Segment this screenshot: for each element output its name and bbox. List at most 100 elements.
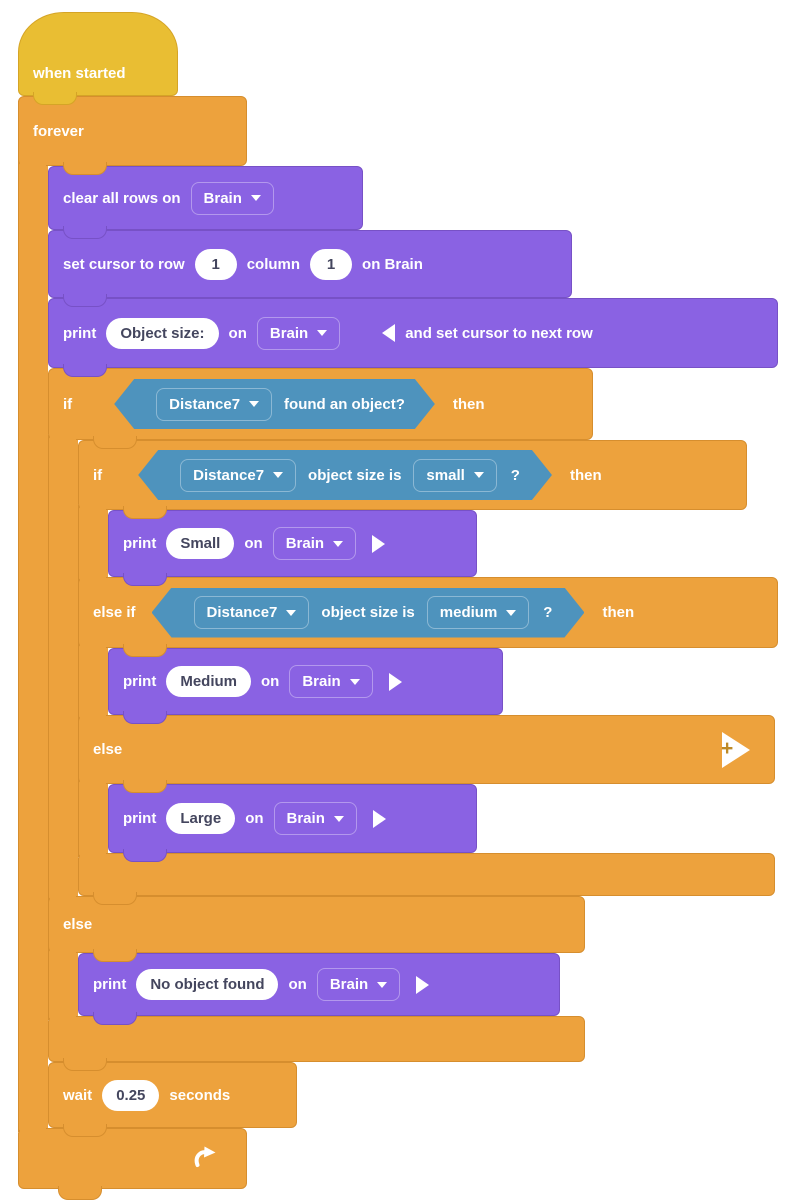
sensor-dropdown[interactable]: Distance7 bbox=[156, 388, 272, 421]
column-number-input[interactable]: 1 bbox=[310, 248, 353, 280]
set-cursor-block[interactable]: set cursor to row 1 column 1 on Brain bbox=[48, 230, 572, 307]
device-dropdown[interactable]: Brain bbox=[273, 802, 357, 835]
size-dropdown[interactable]: medium bbox=[427, 596, 530, 629]
device-dropdown-value: Brain bbox=[302, 673, 341, 690]
block-connector-bump bbox=[93, 436, 137, 449]
device-dropdown[interactable]: Brain bbox=[190, 181, 274, 215]
wait-block[interactable]: wait 0.25 seconds bbox=[48, 1062, 297, 1137]
block-connector-bump bbox=[63, 1124, 107, 1137]
print-not-found-block[interactable]: print No object found on Brain bbox=[78, 953, 560, 1025]
add-branch-triangle bbox=[722, 731, 750, 768]
sensor-dropdown[interactable]: Distance7 bbox=[180, 459, 296, 492]
size-dropdown[interactable]: small bbox=[413, 459, 496, 492]
print-label: print bbox=[123, 673, 157, 690]
add-branch-plus: + bbox=[721, 736, 734, 760]
print-medium-block[interactable]: print Medium on Brain bbox=[108, 648, 503, 724]
found-object-condition[interactable]: Distance7 found an object? bbox=[114, 379, 435, 429]
sensor-dropdown-value: Distance7 bbox=[206, 604, 278, 621]
device-dropdown-value: Brain bbox=[269, 324, 309, 342]
question-mark-label: ? bbox=[510, 466, 520, 484]
sensor-dropdown-value: Distance7 bbox=[193, 466, 265, 484]
condition-label: found an object? bbox=[284, 395, 405, 413]
device-dropdown-value: Brain bbox=[285, 535, 325, 552]
expand-option-icon[interactable] bbox=[416, 975, 430, 994]
inner-if-block-top[interactable]: if Distance7 object size is small ? then bbox=[78, 440, 747, 519]
print-text-input[interactable]: No object found bbox=[136, 969, 279, 1000]
on-label: on bbox=[245, 810, 264, 827]
forever-label: forever bbox=[33, 122, 84, 140]
size-dropdown-value: medium bbox=[439, 604, 498, 621]
sensor-dropdown[interactable]: Distance7 bbox=[194, 596, 310, 629]
chevron-down-icon bbox=[474, 472, 484, 478]
expand-option-icon[interactable] bbox=[372, 809, 386, 828]
block-connector-bump bbox=[93, 1012, 137, 1025]
inner-else-bar[interactable]: else + bbox=[78, 715, 775, 793]
print-label: print bbox=[123, 535, 157, 552]
block-connector-bump bbox=[123, 506, 167, 519]
row-number-input[interactable]: 1 bbox=[194, 248, 237, 280]
elseif-bar[interactable]: else if Distance7 object size is medium … bbox=[78, 577, 778, 657]
outer-else-bar[interactable]: else bbox=[48, 896, 585, 962]
print-text-input[interactable]: Object size: bbox=[106, 317, 219, 349]
question-mark-label: ? bbox=[543, 604, 553, 621]
forever-bottom-bump bbox=[58, 1186, 102, 1200]
device-dropdown[interactable]: Brain bbox=[256, 316, 341, 350]
then-label: then bbox=[569, 466, 602, 484]
print-header-block[interactable]: print Object size: on Brain and set curs… bbox=[48, 298, 778, 377]
chevron-down-icon bbox=[250, 195, 261, 201]
when-started-block[interactable]: when started bbox=[18, 12, 178, 105]
condition-label: object size is bbox=[321, 604, 415, 621]
add-branch-icon[interactable]: + bbox=[718, 730, 754, 770]
wait-label: wait bbox=[63, 1086, 93, 1104]
expand-option-icon[interactable] bbox=[372, 534, 386, 553]
forever-block-top[interactable]: forever bbox=[18, 96, 247, 175]
chevron-down-icon bbox=[333, 815, 344, 822]
expand-option-icon[interactable] bbox=[388, 672, 402, 691]
forever-block-bottom[interactable] bbox=[18, 1128, 247, 1189]
elseif-label: else if bbox=[93, 604, 136, 621]
outer-if-closing-bar[interactable] bbox=[48, 1016, 585, 1071]
device-dropdown[interactable]: Brain bbox=[272, 527, 357, 560]
block-connector-bump bbox=[123, 573, 167, 586]
print-suffix-label: and set cursor to next row bbox=[405, 324, 593, 342]
on-label: on bbox=[228, 324, 247, 342]
clear-rows-label: clear all rows on bbox=[63, 189, 181, 207]
print-large-block[interactable]: print Large on Brain bbox=[108, 784, 477, 862]
wait-seconds-input[interactable]: 0.25 bbox=[102, 1079, 160, 1111]
outer-if-block-top[interactable]: if Distance7 found an object? then bbox=[48, 368, 593, 449]
block-connector-bump bbox=[93, 949, 137, 962]
block-connector-bump bbox=[123, 780, 167, 793]
block-connector-bump bbox=[33, 92, 77, 105]
loop-repeat-icon bbox=[191, 1144, 217, 1174]
on-brain-label: on Brain bbox=[362, 255, 423, 273]
print-label: print bbox=[63, 324, 97, 342]
inner-if-closing-bar[interactable] bbox=[78, 853, 775, 905]
device-dropdown-value: Brain bbox=[203, 189, 242, 207]
size-small-condition[interactable]: Distance7 object size is small ? bbox=[138, 450, 552, 500]
collapse-option-icon[interactable] bbox=[382, 324, 396, 342]
print-text-input[interactable]: Medium bbox=[166, 666, 251, 697]
else-label: else bbox=[93, 741, 123, 758]
then-label: then bbox=[452, 395, 485, 413]
print-text-input[interactable]: Large bbox=[166, 803, 236, 834]
set-cursor-label: set cursor to row bbox=[63, 255, 185, 273]
inner-if-left-arm[interactable] bbox=[78, 505, 108, 857]
chevron-down-icon bbox=[273, 472, 283, 478]
block-connector-bump bbox=[93, 892, 137, 905]
block-connector-bump bbox=[123, 711, 167, 724]
on-label: on bbox=[288, 976, 307, 993]
device-dropdown[interactable]: Brain bbox=[289, 665, 373, 698]
block-connector-bump bbox=[123, 849, 167, 862]
device-dropdown[interactable]: Brain bbox=[316, 968, 401, 1001]
column-label: column bbox=[246, 255, 301, 273]
forever-left-arm[interactable] bbox=[18, 160, 48, 1132]
size-medium-condition[interactable]: Distance7 object size is medium ? bbox=[152, 588, 585, 638]
print-small-block[interactable]: print Small on Brain bbox=[108, 510, 477, 586]
then-label: then bbox=[602, 604, 635, 621]
if-label: if bbox=[93, 466, 103, 484]
clear-all-rows-block[interactable]: clear all rows on Brain bbox=[48, 166, 363, 239]
device-dropdown-value: Brain bbox=[286, 810, 325, 827]
block-connector-bump bbox=[63, 294, 107, 307]
print-text-input[interactable]: Small bbox=[166, 528, 235, 559]
